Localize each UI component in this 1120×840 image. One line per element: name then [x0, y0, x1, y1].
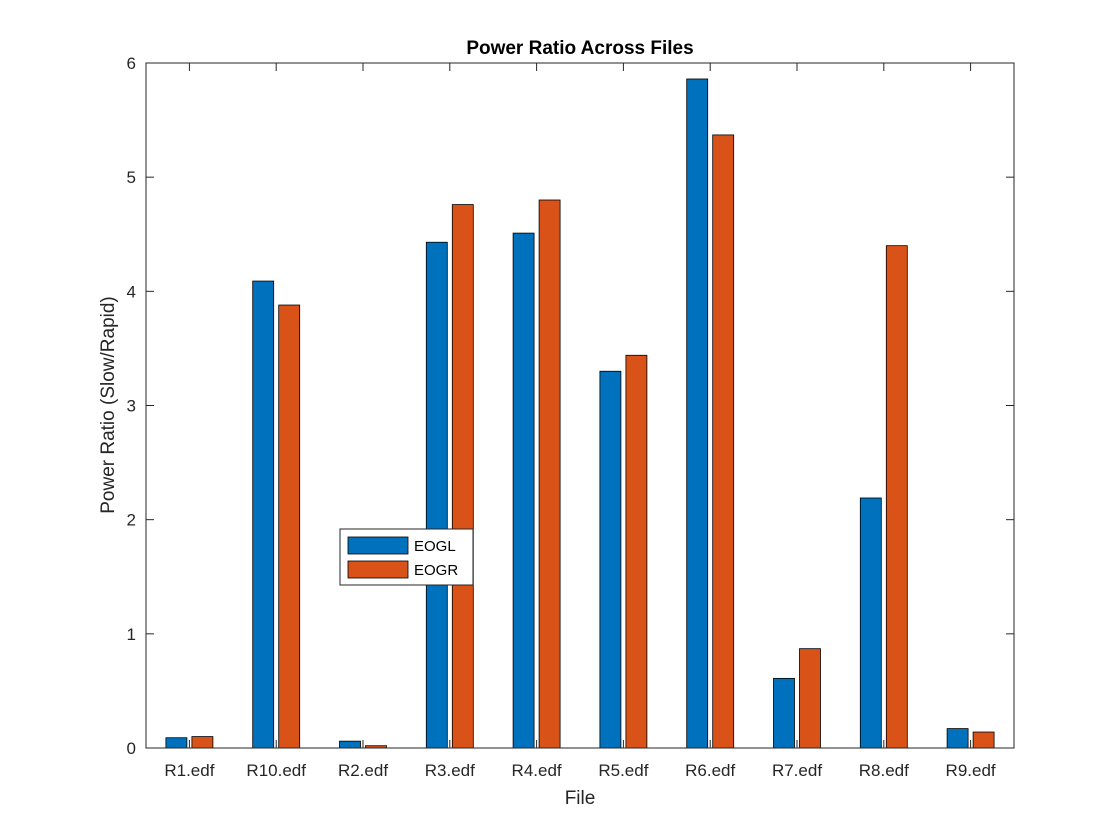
- legend-swatch-eogr: [347, 560, 409, 579]
- y-tick-label: 0: [127, 739, 136, 758]
- legend: EOGL EOGR: [339, 528, 474, 586]
- x-tick-label: R5.edf: [598, 761, 648, 780]
- bar-eogl-r9-edf: [946, 728, 969, 749]
- bar-eogl-r8-edf: [859, 497, 882, 749]
- x-tick-label: R9.edf: [946, 761, 996, 780]
- bar-eogr-r8-edf: [885, 245, 908, 749]
- bar-eogl-r1-edf: [165, 737, 188, 749]
- y-axis-title: Power Ratio (Slow/Rapid): [98, 296, 119, 514]
- x-tick-label: R6.edf: [685, 761, 735, 780]
- bar-eogr-r1-edf: [191, 736, 214, 749]
- x-tick-label: R1.edf: [164, 761, 214, 780]
- plot-area: 0 1 2 3 4 5 6 R1.edf R10.edf R2.edf R3.edf R4.edf R5…: [127, 54, 1015, 780]
- y-tick-label: 6: [127, 54, 136, 73]
- chart-title: Power Ratio Across Files: [466, 38, 693, 59]
- legend-swatch-eogl: [347, 536, 409, 555]
- bar-eogl-r2-edf: [339, 740, 361, 749]
- y-tick-label: 1: [127, 625, 136, 644]
- y-tick-label: 3: [127, 397, 136, 416]
- plot-background: [146, 63, 1014, 748]
- x-tick-label: R2.edf: [338, 761, 388, 780]
- x-tick-label: R10.edf: [246, 761, 306, 780]
- legend-label-eogl: EOGL: [414, 538, 456, 555]
- x-tick-label: R7.edf: [772, 761, 822, 780]
- bar-eogr-r10-edf: [278, 304, 301, 749]
- bar-eogl-r4-edf: [512, 232, 535, 749]
- bar-eogr-r9-edf: [972, 731, 995, 749]
- bar-eogr-r6-edf: [712, 134, 735, 749]
- y-tick-label: 5: [127, 168, 136, 187]
- bar-eogl-r7-edf: [773, 677, 795, 749]
- bar-eogr-r7-edf: [799, 648, 821, 749]
- x-tick-label: R8.edf: [859, 761, 909, 780]
- bar-eogl-r6-edf: [686, 78, 709, 749]
- bar-eogl-r3-edf: [425, 241, 448, 749]
- bar-eogr-r4-edf: [538, 199, 561, 749]
- x-tick-label: R3.edf: [425, 761, 475, 780]
- x-axis-title: File: [565, 788, 596, 809]
- bar-eogr-r5-edf: [625, 354, 648, 749]
- x-tick-label: R4.edf: [512, 761, 562, 780]
- bar-eogl-r5-edf: [599, 370, 622, 749]
- y-tick-label: 4: [127, 282, 136, 301]
- bar-eogl-r10-edf: [252, 280, 275, 749]
- y-tick-label: 2: [127, 511, 136, 530]
- legend-label-eogr: EOGR: [414, 562, 458, 579]
- bar-eogr-r3-edf: [451, 204, 474, 749]
